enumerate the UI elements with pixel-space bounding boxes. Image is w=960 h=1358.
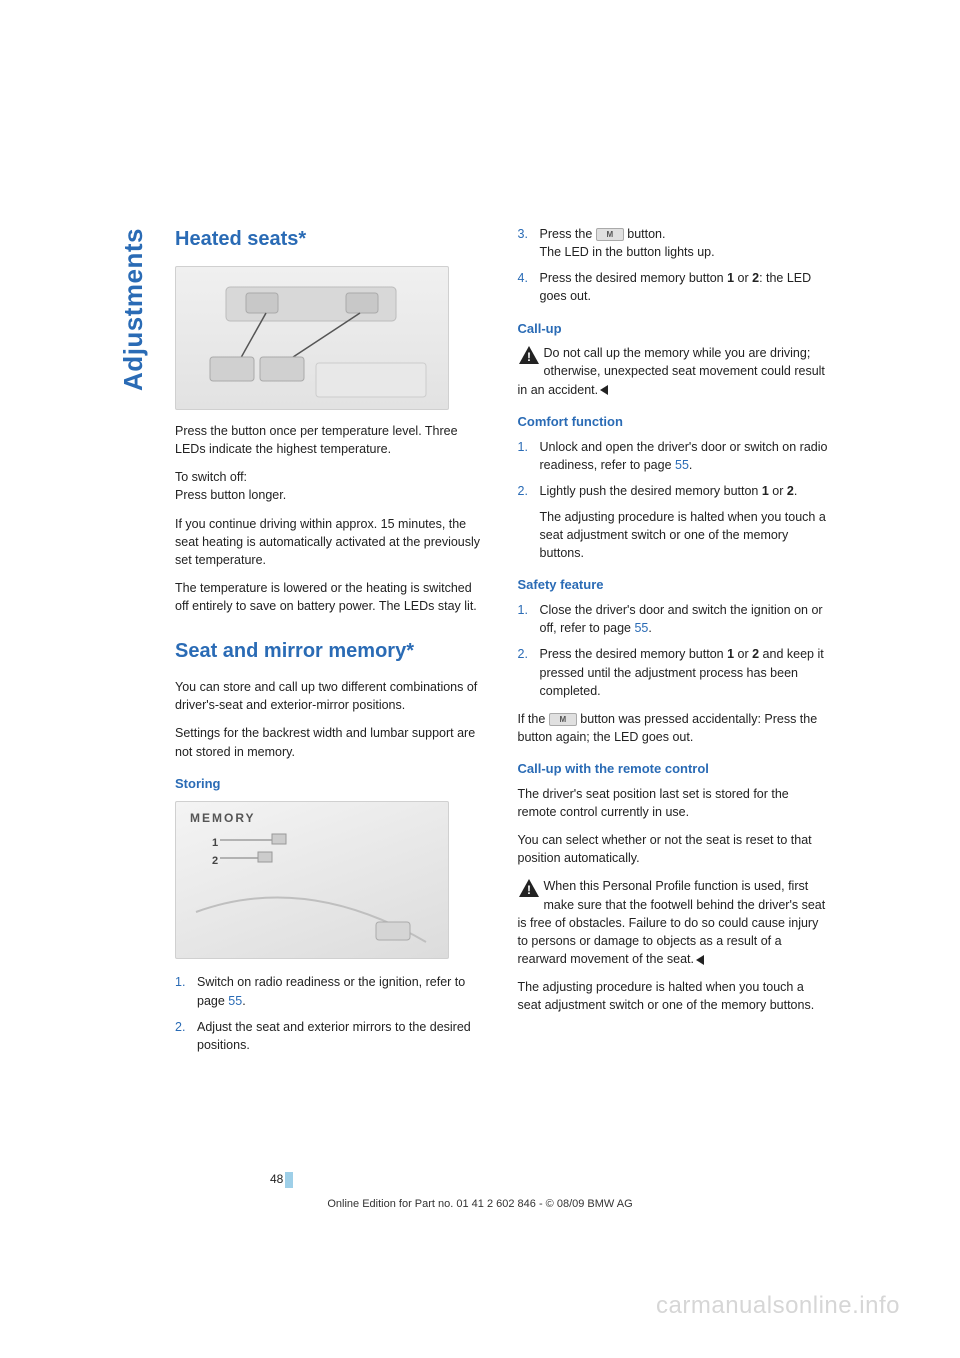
text: or [734,271,752,285]
list-item: 2. Lightly push the desired memory butto… [518,482,831,563]
list-text: Press the desired memory button 1 or 2 a… [540,645,831,699]
list-item: 1. Unlock and open the driver's door or … [518,438,831,474]
page: Adjustments Heated seats* Press the butt… [0,0,960,1358]
list-text: Unlock and open the driver's door or swi… [540,438,831,474]
paragraph: Press the button once per temperature le… [175,422,488,458]
text: The adjusting procedure is halted when y… [540,510,826,560]
list-item: 2. Adjust the seat and exterior mirrors … [175,1018,488,1054]
list-text: Press the M button. The LED in the butto… [540,225,831,261]
svg-text:!: ! [527,350,531,364]
comfort-steps-list: 1. Unlock and open the driver's door or … [518,438,831,563]
right-column: 3. Press the M button. The LED in the bu… [518,225,831,1064]
warning-text: When this Personal Profile function is u… [518,879,826,966]
text: . [794,484,797,498]
bold: 1 [727,647,734,661]
paragraph: The driver's seat position last set is s… [518,785,831,821]
heading-seat-mirror-memory: Seat and mirror memory* [175,637,488,666]
text: If the [518,712,549,726]
text: To switch off: [175,470,247,484]
paragraph: The adjusting procedure is halted when y… [518,978,831,1014]
end-marker-icon [600,385,608,395]
paragraph: You can select whether or not the seat i… [518,831,831,867]
m-button-icon: M [596,228,624,241]
heading-call-up: Call-up [518,320,831,339]
page-number: 48 [270,1172,293,1188]
text: Press button longer. [175,488,286,502]
text: Close the driver's door and switch the i… [540,603,823,635]
text: . [242,994,245,1008]
list-text: Press the desired memory button 1 or 2: … [540,269,831,305]
list-number: 2. [518,482,540,563]
m-button-icon: M [549,713,577,726]
page-link[interactable]: 55 [228,994,242,1008]
list-number: 1. [518,601,540,637]
left-column: Heated seats* Press the button once per … [175,225,488,1064]
figure-memory-buttons: MEMORY 1 2 [175,801,449,959]
svg-text:!: ! [527,883,531,897]
text: or [769,484,787,498]
list-number: 2. [175,1018,197,1054]
storing-steps-continued: 3. Press the M button. The LED in the bu… [518,225,831,306]
list-number: 1. [175,973,197,1009]
content-columns: Heated seats* Press the button once per … [175,225,830,1064]
paragraph: The temperature is lowered or the heatin… [175,579,488,615]
warning-icon: ! [518,345,540,365]
bold: 1 [727,271,734,285]
bold: 1 [762,484,769,498]
heading-heated-seats: Heated seats* [175,225,488,254]
list-text: Switch on radio readiness or the ignitio… [197,973,488,1009]
list-item: 3. Press the M button. The LED in the bu… [518,225,831,261]
page-number-marker [285,1172,293,1188]
warning-text: Do not call up the memory while you are … [518,346,825,396]
section-side-label: Adjustments [118,228,149,391]
list-number: 3. [518,225,540,261]
safety-steps-list: 1. Close the driver's door and switch th… [518,601,831,700]
storing-steps-list: 1. Switch on radio readiness or the igni… [175,973,488,1054]
paragraph: If you continue driving within approx. 1… [175,515,488,569]
list-text: Adjust the seat and exterior mirrors to … [197,1018,488,1054]
warning-block: ! Do not call up the memory while you ar… [518,344,831,398]
page-link[interactable]: 55 [634,621,648,635]
paragraph: If the M button was pressed accidentally… [518,710,831,746]
watermark: carmanualsonline.info [656,1292,900,1320]
list-item: 2. Press the desired memory button 1 or … [518,645,831,699]
text: . [648,621,651,635]
warning-block: ! When this Personal Profile function is… [518,877,831,968]
text: Lightly push the desired memory button [540,484,762,498]
page-number-text: 48 [270,1172,283,1186]
list-item: 1. Close the driver's door and switch th… [518,601,831,637]
list-number: 2. [518,645,540,699]
figure-heated-seats [175,266,449,410]
paragraph: Settings for the backrest width and lumb… [175,724,488,760]
list-number: 1. [518,438,540,474]
heated-seats-illustration [176,267,450,411]
heading-storing: Storing [175,775,488,794]
list-text: Close the driver's door and switch the i… [540,601,831,637]
text: Press the desired memory button [540,271,728,285]
text: . [689,458,692,472]
memory-illustration [176,802,450,960]
list-text: Lightly push the desired memory button 1… [540,482,831,563]
heading-comfort-function: Comfort function [518,413,831,432]
text: Press the [540,227,596,241]
list-number: 4. [518,269,540,305]
paragraph: You can store and call up two different … [175,678,488,714]
end-marker-icon [696,955,704,965]
text: button. [624,227,666,241]
footer-text: Online Edition for Part no. 01 41 2 602 … [0,1198,960,1210]
text: or [734,647,752,661]
bold: 2 [787,484,794,498]
list-item: 4. Press the desired memory button 1 or … [518,269,831,305]
text: Press the desired memory button [540,647,728,661]
warning-icon: ! [518,878,540,898]
page-link[interactable]: 55 [675,458,689,472]
text: The LED in the button lights up. [540,245,715,259]
list-item: 1. Switch on radio readiness or the igni… [175,973,488,1009]
paragraph: To switch off: Press button longer. [175,468,488,504]
heading-callup-remote: Call-up with the remote control [518,760,831,779]
heading-safety-feature: Safety feature [518,576,831,595]
